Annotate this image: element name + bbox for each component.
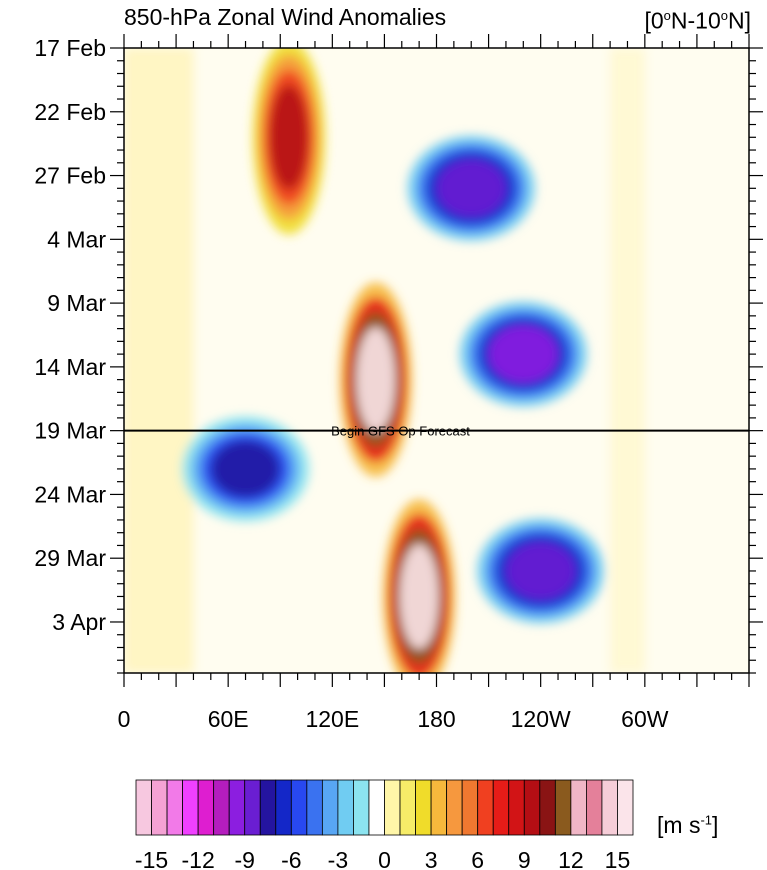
- colorbar-swatch: [601, 779, 618, 836]
- forecast-label: Begin GFS Op Forecast: [331, 424, 470, 439]
- colorbar-units: [m s-1]: [657, 812, 718, 839]
- anomaly-feature-6-level-3: [211, 440, 281, 498]
- y-tick-label: 4 Mar: [47, 226, 106, 252]
- wind-anomaly-field: [124, 48, 749, 673]
- colorbar-swatch: [446, 779, 463, 836]
- colorbar-tick-label: 6: [471, 847, 484, 870]
- colorbar-swatch: [306, 779, 323, 836]
- units-text: ]: [712, 812, 719, 838]
- anomaly-feature-0-level-3: [356, 327, 396, 433]
- x-tick-label: 120E: [305, 706, 359, 732]
- field-band: [124, 48, 194, 673]
- colorbar-tick-label: -3: [328, 847, 348, 870]
- field-band: [610, 48, 645, 673]
- colorbar-swatch: [290, 779, 308, 836]
- y-tick-label: 22 Feb: [34, 99, 106, 125]
- colorbar-swatch: [523, 779, 541, 836]
- colorbar-swatch: [554, 779, 572, 836]
- colorbar-swatch: [337, 779, 354, 836]
- colorbar-swatch: [399, 779, 416, 836]
- anomaly-feature-5-level-3: [506, 542, 576, 600]
- colorbar-swatch: [617, 779, 634, 836]
- y-tick-label: 14 Mar: [34, 354, 106, 380]
- colorbar-swatch: [151, 779, 168, 836]
- region-label-part: N]: [728, 7, 751, 34]
- region-label: [0oN-10oN]: [644, 3, 751, 34]
- colorbar-swatch: [539, 779, 556, 836]
- colorbar-swatch: [275, 779, 292, 836]
- y-tick-label: 3 Apr: [52, 609, 106, 635]
- colorbar-swatch: [586, 779, 603, 836]
- x-tick-label: 60W: [621, 706, 669, 732]
- axes: 17 Feb 22 Feb 27 Feb 4 Mar 9 Mar 14 Mar 19 Mar…: [34, 34, 763, 732]
- degree-mark: o: [663, 8, 671, 23]
- colorbar-swatch: [353, 779, 370, 836]
- units-text: [m s: [657, 812, 701, 838]
- colorbar-swatch: [244, 779, 261, 836]
- region-label-part: [0: [644, 7, 664, 34]
- chart-title: 850-hPa Zonal Wind Anomalies: [124, 4, 447, 30]
- colorbar-swatch: [430, 779, 448, 836]
- colorbar-tick-label: -9: [234, 847, 254, 870]
- colorbar-swatch: [415, 779, 432, 836]
- colorbar-tick-label: -12: [182, 847, 215, 870]
- colorbar-swatch: [570, 779, 587, 836]
- x-tick-label: 0: [118, 706, 131, 732]
- colorbar-swatch: [135, 779, 152, 836]
- y-tick-label: 27 Feb: [34, 163, 106, 189]
- y-tick-label: 29 Mar: [34, 545, 106, 571]
- y-tick-label: 24 Mar: [34, 481, 106, 507]
- y-tick-label: 19 Mar: [34, 418, 106, 444]
- anomaly-feature-2-level-3: [269, 84, 309, 190]
- colorbar-swatch: [492, 779, 510, 836]
- units-exponent: -1: [700, 812, 713, 828]
- y-tick-label: 9 Mar: [47, 290, 106, 316]
- x-tick-label: 60E: [208, 706, 249, 732]
- colorbar-swatch: [166, 779, 183, 836]
- x-tick-label: 120W: [511, 706, 571, 732]
- y-tick-label: 17 Feb: [34, 35, 106, 61]
- colorbar-swatch: [368, 779, 385, 836]
- colorbar-swatch: [477, 779, 494, 836]
- anomaly-feature-4-level-3: [436, 159, 506, 217]
- colorbar-swatch: [384, 779, 401, 836]
- colorbar-tick-label: 9: [518, 847, 531, 870]
- field-blobs: [124, 48, 645, 673]
- colorbar-tick-label: 3: [425, 847, 438, 870]
- colorbar-tick-label: -6: [281, 847, 301, 870]
- colorbar-tick-label: 15: [605, 847, 631, 870]
- degree-mark: o: [720, 8, 728, 23]
- colorbar-tick-label: -15: [135, 847, 168, 870]
- colorbar-swatch: [182, 779, 199, 836]
- colorbar-swatch: [259, 779, 277, 836]
- anomaly-feature-1-level-3: [399, 543, 439, 649]
- colorbar-swatch: [508, 779, 525, 836]
- colorbar-swatch: [213, 779, 230, 836]
- colorbar-swatch: [228, 779, 246, 836]
- anomaly-feature-3-level-3: [488, 325, 558, 383]
- colorbar-tick-label: 0: [378, 847, 391, 870]
- colorbar-swatch: [197, 779, 215, 836]
- colorbar: -15 -12 -9 -6 -3 0 3 6 9 12 15: [135, 779, 634, 870]
- colorbar-swatch: [321, 779, 339, 836]
- x-tick-label: 180: [417, 706, 455, 732]
- colorbar-swatch: [461, 779, 479, 836]
- region-label-part: N-10: [670, 7, 721, 34]
- colorbar-tick-label: 12: [558, 847, 584, 870]
